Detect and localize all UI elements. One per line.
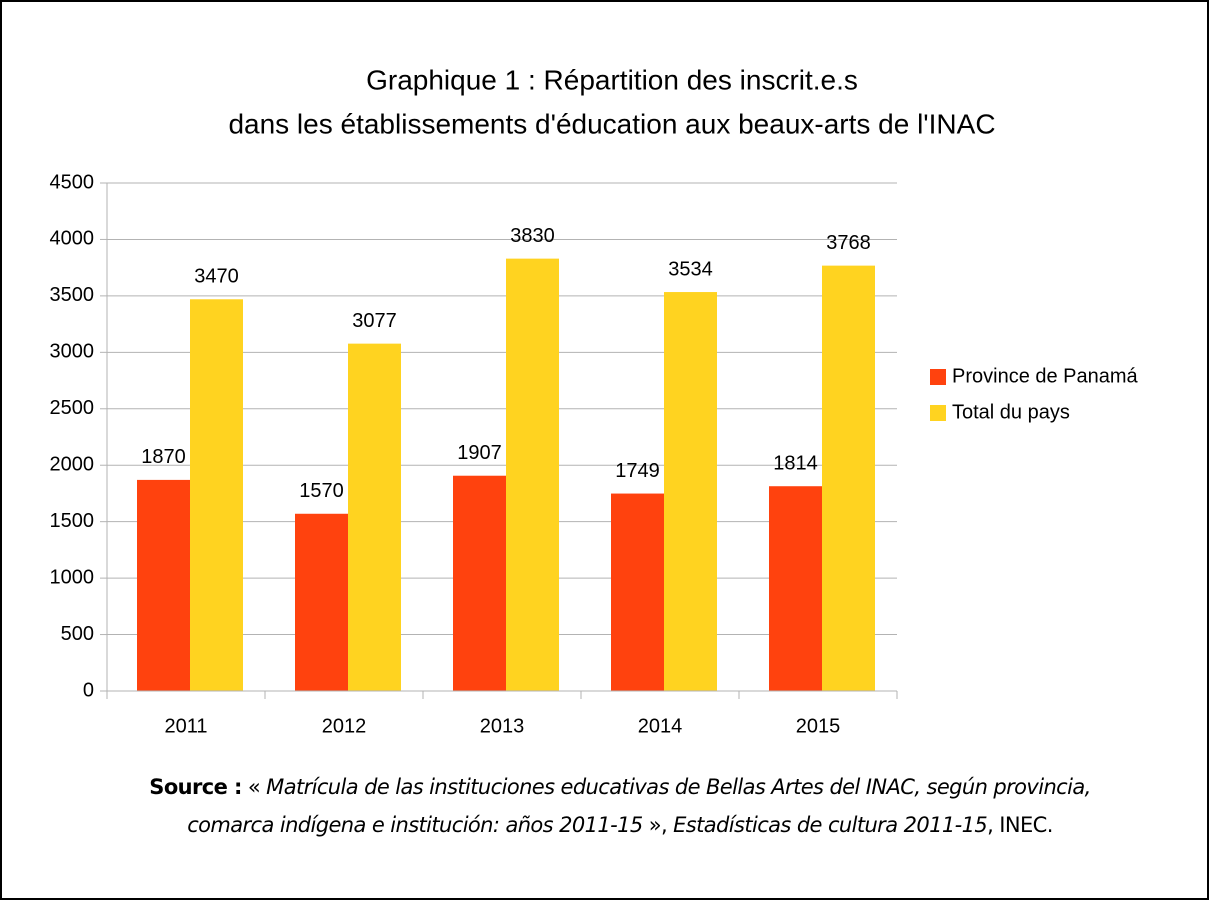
- bar: [295, 513, 348, 691]
- legend-label: Total du pays: [952, 401, 1070, 423]
- y-tick-label: 3000: [50, 341, 95, 363]
- source-publication: Estadísticas de cultura 2011-15: [673, 813, 988, 837]
- y-tick-label: 500: [61, 623, 94, 645]
- data-label: 1570: [299, 480, 344, 502]
- source-label: Source :: [149, 775, 242, 799]
- bar: [190, 299, 243, 691]
- source-publisher: , INEC.: [987, 813, 1053, 837]
- quote: »,: [648, 813, 668, 837]
- x-tick-label: 2014: [638, 715, 683, 737]
- y-tick-label: 3500: [50, 284, 95, 306]
- x-tick-label: 2012: [322, 715, 367, 737]
- bar: [664, 292, 717, 691]
- data-label: 1870: [141, 446, 186, 468]
- quote: «: [247, 775, 261, 799]
- bar: [506, 258, 559, 691]
- legend-swatch: [930, 405, 946, 421]
- y-tick-label: 2000: [50, 454, 95, 476]
- source-note: Source : « Matrícula de las institucione…: [0, 768, 1209, 844]
- data-label: 3534: [668, 258, 713, 280]
- bar: [348, 343, 401, 691]
- y-tick-label: 1000: [50, 566, 95, 588]
- y-tick-label: 0: [83, 679, 94, 701]
- bar: [769, 486, 822, 691]
- data-label: 3830: [510, 225, 555, 247]
- chart: Graphique 1 : Répartition des inscrit.e.…: [50, 64, 1139, 737]
- source-title: Matrícula de las instituciones educativa…: [266, 775, 1091, 799]
- data-label: 1814: [773, 453, 818, 475]
- data-label: 3768: [826, 232, 871, 254]
- x-tick-label: 2015: [796, 715, 841, 737]
- chart-title: dans les établissements d'éducation aux …: [228, 108, 995, 139]
- y-tick-label: 4500: [50, 171, 95, 193]
- bar: [611, 493, 664, 691]
- chart-title: Graphique 1 : Répartition des inscrit.e.…: [366, 64, 858, 95]
- bar: [822, 265, 875, 691]
- legend-label: Province de Panamá: [952, 365, 1139, 387]
- data-label: 3077: [352, 310, 397, 332]
- bar: [453, 475, 506, 691]
- x-tick-label: 2013: [480, 715, 525, 737]
- x-tick-label: 2011: [164, 715, 207, 737]
- y-tick-label: 1500: [50, 510, 95, 532]
- data-label: 3470: [194, 266, 239, 288]
- data-label: 1907: [457, 442, 502, 464]
- legend-swatch: [930, 369, 946, 385]
- data-label: 1749: [615, 460, 660, 482]
- y-tick-label: 2500: [50, 397, 95, 419]
- y-tick-label: 4000: [50, 228, 95, 250]
- bar: [137, 479, 190, 691]
- source-title: comarca indígena e institución: años 201…: [187, 813, 643, 837]
